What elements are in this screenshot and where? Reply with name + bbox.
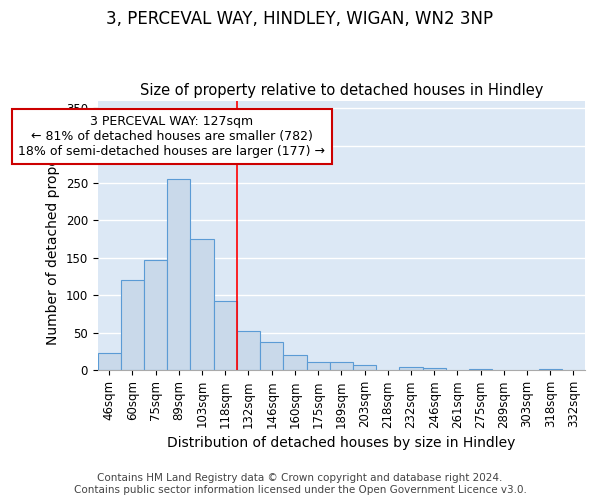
Bar [214, 300, 237, 370]
Bar [539, 369, 562, 370]
Bar [237, 332, 260, 370]
Bar [422, 368, 446, 370]
Bar [190, 239, 214, 370]
Bar [283, 356, 307, 370]
Bar [167, 179, 190, 370]
Text: Contains HM Land Registry data © Crown copyright and database right 2024.
Contai: Contains HM Land Registry data © Crown c… [74, 474, 526, 495]
Bar [353, 365, 376, 370]
Y-axis label: Number of detached properties: Number of detached properties [46, 126, 60, 344]
Text: 3 PERCEVAL WAY: 127sqm
← 81% of detached houses are smaller (782)
18% of semi-de: 3 PERCEVAL WAY: 127sqm ← 81% of detached… [19, 115, 325, 158]
Bar [330, 362, 353, 370]
Bar [98, 353, 121, 370]
Title: Size of property relative to detached houses in Hindley: Size of property relative to detached ho… [140, 83, 543, 98]
Text: 3, PERCEVAL WAY, HINDLEY, WIGAN, WN2 3NP: 3, PERCEVAL WAY, HINDLEY, WIGAN, WN2 3NP [106, 10, 494, 28]
X-axis label: Distribution of detached houses by size in Hindley: Distribution of detached houses by size … [167, 436, 515, 450]
Bar [469, 369, 492, 370]
Bar [121, 280, 144, 370]
Bar [260, 342, 283, 370]
Bar [144, 260, 167, 370]
Bar [400, 366, 422, 370]
Bar [307, 362, 330, 370]
